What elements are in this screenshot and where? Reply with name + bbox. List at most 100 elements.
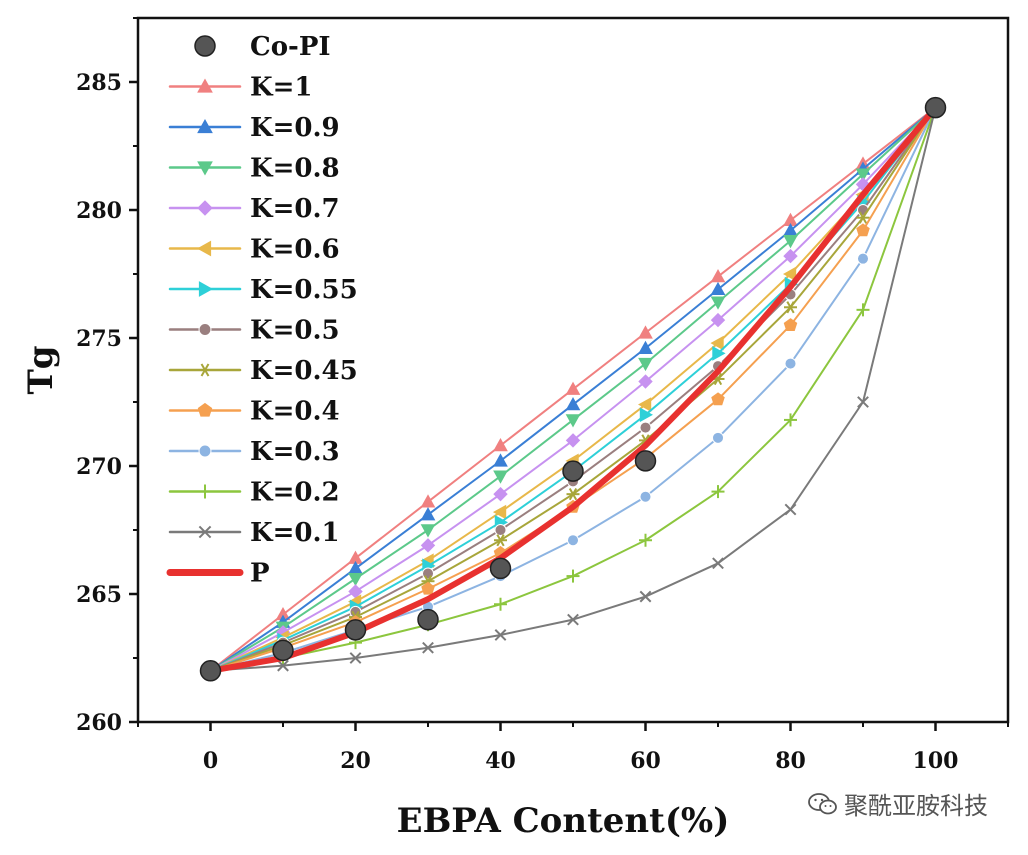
data-point (493, 486, 508, 502)
x-tick-label: 80 (775, 748, 806, 774)
data-point (784, 357, 797, 370)
series-k-1 (203, 100, 943, 677)
data-point (494, 534, 507, 547)
data-point (784, 301, 797, 314)
data-point (784, 413, 797, 427)
data-point (493, 470, 508, 484)
legend-item: P (166, 559, 270, 589)
series-k-0-1 (204, 101, 942, 677)
data-point (711, 392, 725, 406)
wechat-icon (808, 792, 837, 814)
data-point (422, 641, 434, 654)
data-point (710, 335, 724, 351)
legend-label: K=0.5 (250, 316, 340, 346)
legend-item: K=0.5 (168, 316, 340, 346)
legend-item: K=0.4 (168, 397, 340, 427)
legend-item: K=0.1 (168, 518, 340, 548)
data-point (562, 460, 584, 482)
data-point (639, 590, 652, 603)
x-tick-label: 100 (913, 748, 959, 774)
data-point (638, 357, 653, 372)
data-point (492, 504, 507, 520)
data-point (710, 312, 726, 328)
legend-marker (196, 240, 212, 257)
data-point (856, 252, 870, 265)
legend-label: K=0.8 (250, 154, 340, 184)
data-point (783, 318, 798, 331)
watermark: 聚酰亚胺科技 (808, 786, 988, 821)
data-point (857, 396, 869, 408)
legend-marker (197, 161, 213, 176)
data-point (565, 381, 581, 395)
data-point (638, 325, 653, 339)
data-point (417, 608, 439, 631)
y-tick-label: 270 (76, 454, 122, 480)
data-point (784, 503, 797, 516)
data-point (199, 660, 222, 682)
legend-label: K=0.4 (250, 397, 340, 427)
legend-marker (197, 200, 213, 216)
data-point (344, 619, 367, 641)
data-point (277, 659, 289, 672)
legend-label: K=0.55 (250, 275, 358, 305)
data-point (420, 494, 436, 508)
legend-marker (198, 525, 212, 539)
data-point (348, 572, 363, 587)
data-point (856, 303, 870, 317)
legend-label: K=1 (250, 73, 312, 103)
data-point (634, 450, 657, 472)
data-point (639, 490, 652, 503)
y-tick-label: 265 (76, 582, 122, 608)
data-point (782, 266, 797, 282)
data-point (566, 534, 580, 547)
data-point (924, 96, 947, 119)
legend-item: K=0.55 (168, 275, 358, 305)
data-point (638, 340, 653, 354)
watermark-text: 聚酰亚胺科技 (844, 792, 988, 820)
data-point (710, 281, 726, 296)
legend-item: K=0.2 (168, 478, 340, 508)
data-point (638, 374, 653, 389)
x-tick-label: 0 (203, 748, 218, 774)
legend-label: K=0.7 (250, 194, 340, 224)
data-point (493, 453, 508, 467)
y-tick-label: 280 (76, 198, 122, 224)
legend-marker (198, 281, 214, 297)
data-point (639, 533, 652, 547)
data-point (712, 557, 724, 570)
data-point (565, 433, 581, 448)
data-point (421, 581, 435, 595)
x-tick-label: 20 (340, 748, 371, 774)
data-point (272, 639, 294, 662)
legend-swatch (194, 35, 216, 57)
legend-item: K=0.8 (168, 154, 340, 184)
legend-item: Co-PI (194, 32, 331, 62)
data-point (639, 421, 652, 434)
legend-marker (197, 118, 213, 134)
series-p (207, 104, 939, 674)
y-tick-label: 260 (76, 710, 122, 736)
data-point (421, 567, 435, 580)
data-point (567, 613, 579, 626)
series-layer (199, 96, 947, 682)
legend-label: P (250, 559, 270, 589)
legend: Co-PI K=1 K=0.9 K=0.8 K=0.7 K=0.6 K=0.55 K=0.5 K… (166, 32, 358, 589)
y-axis-title: Tg (21, 345, 61, 394)
data-point (637, 397, 652, 412)
data-point (566, 569, 580, 583)
data-point (710, 296, 726, 310)
data-point (349, 652, 362, 664)
series-co-pi (199, 96, 947, 682)
x-axis-title: EBPA Content(%) (397, 801, 730, 841)
legend-label: K=0.3 (250, 437, 340, 467)
legend-item: K=0.7 (168, 194, 340, 224)
data-point (420, 524, 436, 538)
data-point (493, 437, 508, 452)
data-point (783, 235, 798, 249)
data-point (566, 488, 580, 501)
data-point (489, 557, 512, 580)
y-tick-label: 285 (76, 70, 122, 96)
legend-item: K=0.6 (168, 235, 340, 265)
data-point (565, 397, 581, 411)
